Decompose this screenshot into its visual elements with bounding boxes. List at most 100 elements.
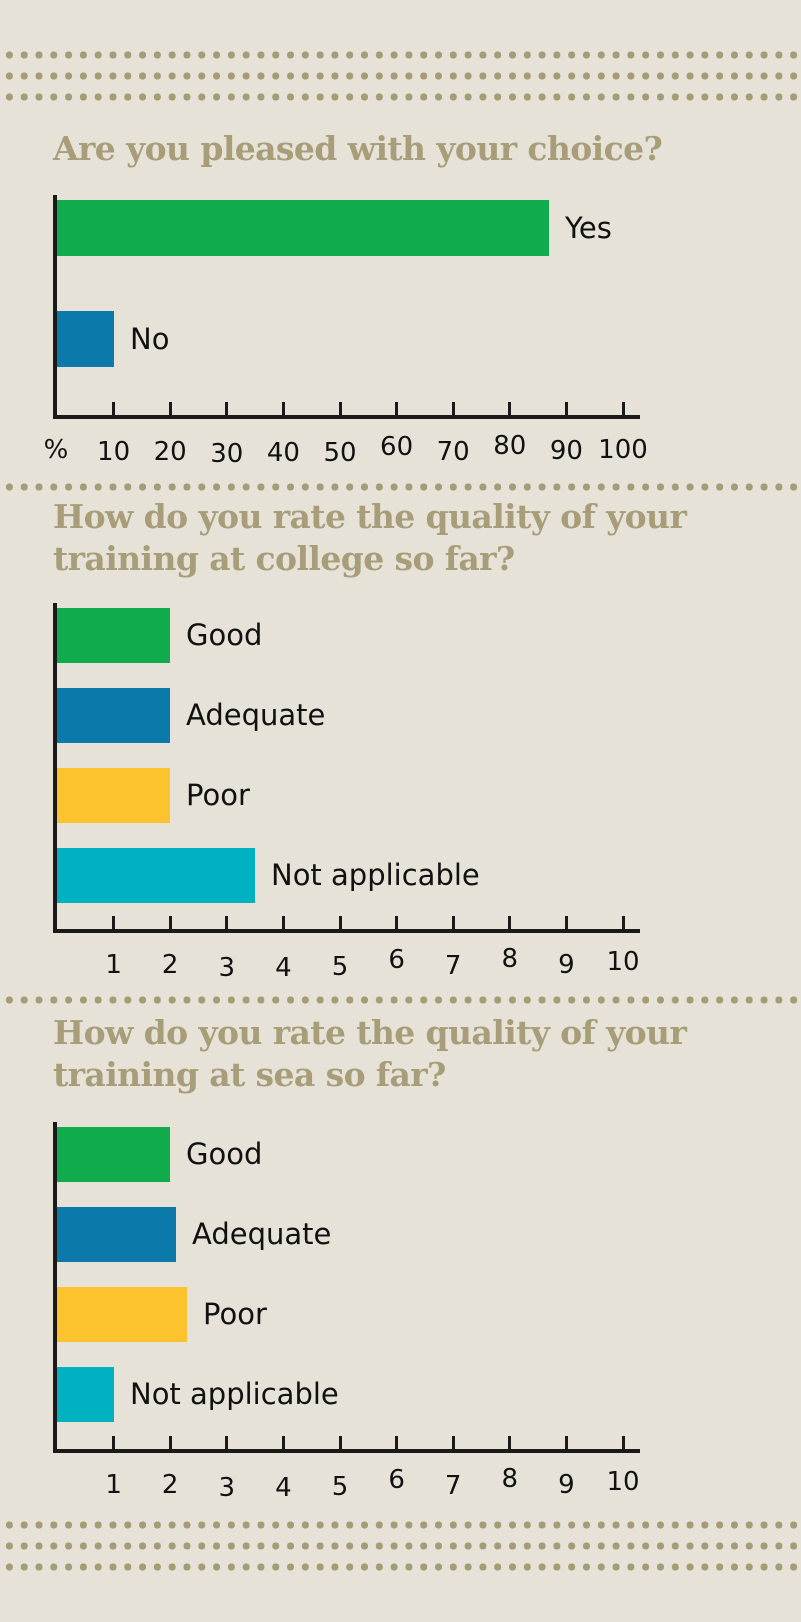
bar-no — [57, 311, 114, 367]
dot-row — [2, 93, 799, 101]
chart-title-choice: Are you pleased with your choice? — [53, 129, 663, 168]
axis-tick-label: 5 — [331, 952, 349, 982]
bar-label-yes: Yes — [565, 211, 612, 245]
bar-label-good: Good — [186, 618, 263, 652]
axis-tick — [168, 1436, 172, 1449]
axis-tick — [168, 402, 172, 415]
axis-tick-label: 80 — [493, 431, 527, 461]
bar-good — [57, 608, 170, 663]
axis-tick — [451, 916, 455, 929]
axis-tick — [564, 916, 568, 929]
axis-tick — [564, 1436, 568, 1449]
axis-tick-label: 60 — [380, 432, 414, 462]
x-axis — [53, 929, 640, 933]
axis-tick — [225, 1436, 229, 1449]
axis-tick — [508, 1436, 512, 1449]
axis-tick-label: 20 — [153, 437, 187, 467]
axis-tick — [395, 402, 399, 415]
x-axis — [53, 415, 640, 419]
axis-tick — [621, 402, 625, 415]
axis-tick-label: 6 — [388, 1465, 405, 1495]
bar-label-adequate: Adequate — [186, 698, 326, 732]
bar-label-not-applicable: Not applicable — [271, 858, 480, 892]
axis-tick-label: 10 — [606, 1467, 640, 1497]
axis-tick — [112, 402, 116, 415]
bar-adequate — [57, 688, 170, 743]
axis-tick — [451, 1436, 455, 1449]
axis-tick-label: 7 — [444, 951, 462, 981]
bar-label-not-applicable: Not applicable — [130, 1377, 339, 1411]
axis-tick-label: 4 — [275, 1473, 292, 1503]
axis-tick-label: 30 — [210, 439, 244, 469]
bar-yes — [57, 200, 549, 256]
axis-tick — [564, 402, 568, 415]
bar-good — [57, 1127, 170, 1182]
axis-tick — [281, 1436, 285, 1449]
bar-label-adequate: Adequate — [192, 1217, 332, 1251]
dotted-divider-1 — [2, 483, 799, 491]
axis-tick — [168, 916, 172, 929]
dotted-divider-top — [2, 51, 799, 114]
axis-tick — [225, 402, 229, 415]
axis-tick-label: 1 — [105, 950, 122, 980]
axis-tick — [621, 916, 625, 929]
bar-label-poor: Poor — [186, 778, 250, 812]
axis-tick — [508, 916, 512, 929]
axis-tick-label: 9 — [558, 1470, 575, 1500]
y-axis — [53, 195, 57, 419]
axis-tick-label: 10 — [606, 947, 640, 977]
dot-row — [2, 1521, 799, 1529]
axis-tick — [395, 1436, 399, 1449]
dot-row — [2, 72, 799, 80]
bar-poor — [57, 1287, 187, 1342]
axis-tick-label: 3 — [218, 953, 236, 983]
axis-tick — [338, 1436, 342, 1449]
dot-row — [2, 996, 799, 1004]
axis-tick-label: 50 — [323, 438, 357, 468]
axis-tick-label: 10 — [97, 437, 131, 467]
axis-tick-label: 6 — [388, 945, 405, 975]
axis-tick — [621, 1436, 625, 1449]
bar-plot-choice: 10 20 30 40 50 60 70 80 90 100% Yes No — [0, 195, 801, 490]
axis-tick-label: 90 — [549, 436, 583, 466]
axis-tick — [338, 402, 342, 415]
axis-tick — [395, 916, 399, 929]
dot-row — [2, 1542, 799, 1550]
chart-title-college: How do you rate the quality of your trai… — [53, 497, 687, 578]
dot-row — [2, 51, 799, 59]
axis-tick-label: 8 — [501, 1464, 519, 1494]
dot-row — [2, 483, 799, 491]
axis-tick-label: 9 — [558, 950, 575, 980]
bar-plot-sea: 1 2 3 4 5 6 7 8 9 10 Good Adequate Poor Not applicabl… — [0, 1122, 801, 1527]
axis-tick-label: 7 — [444, 1471, 462, 1501]
axis-tick — [508, 402, 512, 415]
bar-label-no: No — [130, 322, 170, 356]
axis-tick — [451, 402, 455, 415]
dotted-divider-bottom — [2, 1521, 799, 1584]
axis-tick-label: 70 — [436, 437, 470, 467]
x-axis — [53, 1449, 640, 1453]
bar-label-good: Good — [186, 1137, 263, 1171]
bar-not-applicable — [57, 1367, 114, 1422]
axis-tick-label: 3 — [218, 1473, 236, 1503]
bar-not-applicable — [57, 848, 255, 903]
axis-tick — [112, 916, 116, 929]
y-axis — [53, 1122, 57, 1453]
axis-tick — [225, 916, 229, 929]
dot-row — [2, 1563, 799, 1571]
bar-poor — [57, 768, 170, 823]
axis-tick — [281, 916, 285, 929]
dotted-divider-2 — [2, 996, 799, 1004]
bar-label-poor: Poor — [203, 1297, 267, 1331]
axis-tick-label: 1 — [105, 1470, 122, 1500]
axis-tick-label: 100 — [598, 435, 648, 465]
axis-tick — [112, 1436, 116, 1449]
y-axis — [53, 603, 57, 933]
chart-title-sea: How do you rate the quality of your trai… — [53, 1013, 687, 1094]
bar-adequate — [57, 1207, 176, 1262]
axis-tick-label: 4 — [275, 953, 292, 983]
axis-tick-label: 2 — [161, 950, 179, 980]
axis-tick — [338, 916, 342, 929]
bar-plot-college: 1 2 3 4 5 6 7 8 9 10 Good Adequate Poor Not applicabl… — [0, 603, 801, 1008]
axis-unit-label: % — [43, 435, 69, 465]
